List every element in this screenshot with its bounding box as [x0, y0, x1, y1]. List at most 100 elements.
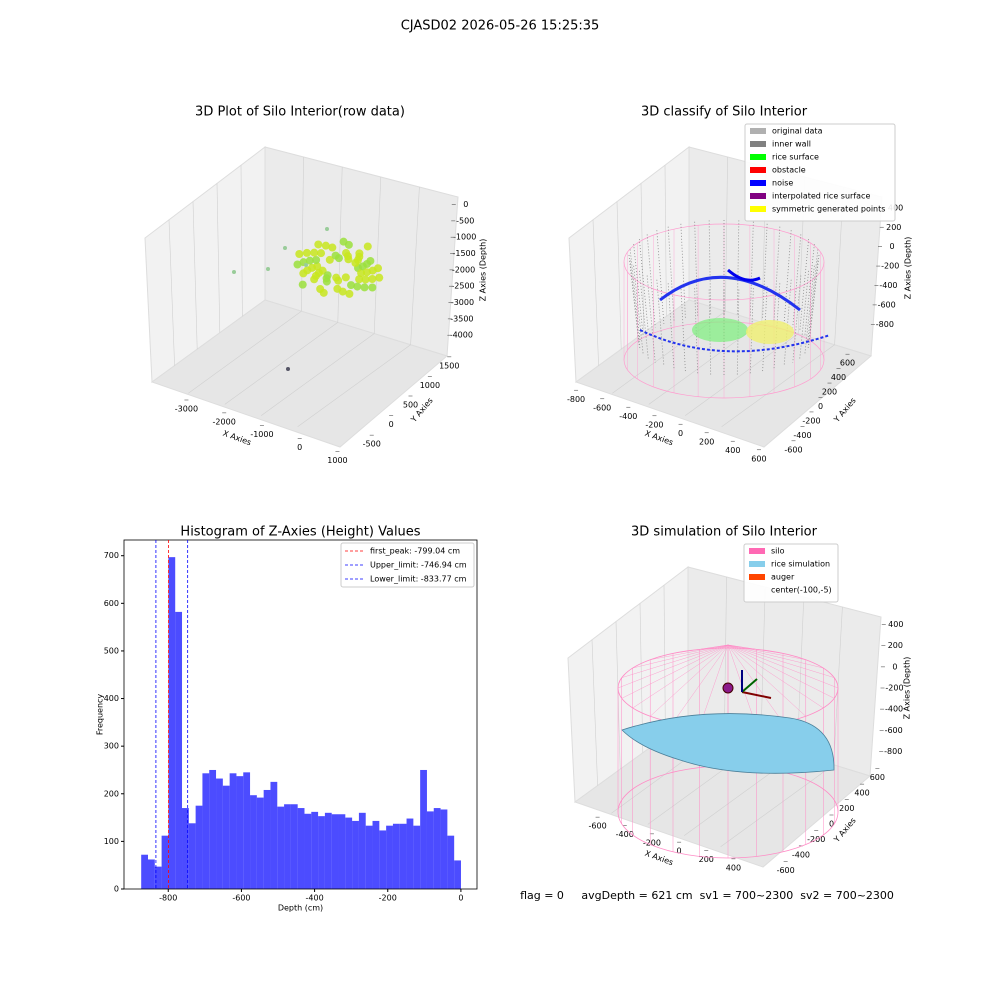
- wall-points: [762, 223, 768, 319]
- wall-points: [656, 230, 665, 324]
- histogram-bar: [154, 866, 162, 889]
- y-tick-label: 300: [104, 742, 119, 751]
- z-tick-label: -800: [876, 320, 894, 329]
- legend-box: [340, 542, 475, 588]
- legend-label: obstacle: [772, 166, 806, 175]
- histogram-bar: [386, 825, 393, 889]
- point-cloud: [339, 237, 348, 246]
- y-tick-label: 600: [870, 773, 885, 782]
- histogram-bar: [365, 825, 373, 889]
- histogram-bar: [263, 789, 271, 889]
- silo-spoke: [727, 644, 806, 660]
- point-cloud: [368, 283, 377, 292]
- y-tick-label: -600: [777, 866, 795, 875]
- point-cloud: [368, 274, 377, 283]
- z-tick-label: 0: [463, 200, 468, 209]
- status-text: flag = 0 avgDepth = 621 cm sv1 = 700~230…: [520, 889, 894, 902]
- z-tick-label: 400: [888, 203, 903, 212]
- point-cloud: [310, 248, 319, 257]
- legend-swatch: [750, 154, 766, 160]
- x-tick-label: -400: [306, 894, 324, 903]
- z-tick-label: 200: [888, 641, 903, 650]
- wall-points: [680, 286, 686, 372]
- pane-grid: [616, 201, 622, 350]
- z-tick-label: -400: [885, 705, 903, 714]
- legend-label: inner wall: [772, 140, 811, 149]
- x-axis-label: Depth (cm): [278, 904, 323, 913]
- axis-arrow: [741, 691, 772, 699]
- y-tick-label: 400: [854, 789, 869, 798]
- point-cloud: [312, 255, 321, 264]
- y-tick-label: 600: [840, 359, 855, 368]
- pane-grid: [240, 165, 243, 317]
- legend-label: symmetric generated points: [772, 205, 885, 214]
- point-cloud: [338, 287, 347, 296]
- wall-points: [799, 239, 810, 332]
- histogram-bar: [447, 835, 455, 889]
- point-cloud: [345, 289, 354, 298]
- x-tick-label: 0: [458, 894, 463, 903]
- point-cloud: [355, 249, 364, 258]
- y-tick-label: 200: [822, 388, 837, 397]
- legend-label: silo: [771, 547, 785, 556]
- legend-swatch: [750, 167, 766, 173]
- z-tick-label: -200: [885, 684, 903, 693]
- point-cloud: [363, 242, 372, 251]
- point-cloud: [342, 248, 351, 257]
- y-tick-label: -500: [363, 440, 381, 449]
- pane-grid: [721, 344, 835, 428]
- wall-points: [749, 221, 754, 317]
- z-tick-label: -600: [885, 726, 903, 735]
- legend-label: rice simulation: [771, 560, 830, 569]
- subplot-title: Histogram of Z-Axies (Height) Values: [180, 525, 420, 540]
- histogram-bar: [195, 805, 203, 889]
- histogram-bar: [352, 820, 359, 889]
- wall-points: [629, 249, 641, 341]
- wall-points: [694, 221, 699, 317]
- histogram-bar: [236, 776, 244, 889]
- pane-grid: [720, 764, 834, 848]
- wall-points: [667, 226, 675, 321]
- x-tick-label: -600: [593, 403, 611, 412]
- legend-label: rice surface: [772, 153, 819, 162]
- histogram-bar: [277, 806, 285, 889]
- pane-floor: [150, 299, 449, 448]
- noise-arc: [727, 268, 761, 282]
- silo-spoke: [699, 644, 729, 727]
- x-tick-label: 0: [678, 429, 683, 438]
- y-tick-label: 500: [104, 646, 119, 655]
- histogram-bar: [358, 812, 366, 889]
- outlier: [283, 246, 287, 250]
- x-tick-label: 0: [297, 443, 302, 452]
- outlier: [304, 263, 308, 267]
- histogram-bar: [318, 816, 325, 889]
- outlier: [232, 270, 236, 274]
- z-tick-label: -600: [878, 300, 896, 309]
- wall-points: [792, 234, 802, 328]
- pane-grid: [724, 576, 727, 732]
- pane-grid: [216, 183, 221, 333]
- z-axis-label: Z Axies (Depth): [479, 239, 488, 302]
- histogram-bar: [399, 823, 407, 889]
- histogram-bar: [161, 835, 169, 889]
- silo-spoke: [621, 644, 729, 699]
- x-tick-label: 400: [725, 446, 740, 455]
- legend-box: [744, 123, 896, 222]
- y-tick-label: 100: [104, 837, 119, 846]
- silo-spoke: [727, 644, 806, 717]
- silo-spoke: [727, 644, 835, 699]
- wall-points: [646, 275, 656, 363]
- outlier: [325, 227, 329, 231]
- pane-floor: [574, 299, 873, 448]
- histogram-bar: [209, 769, 217, 889]
- point-cloud: [360, 283, 369, 292]
- wall-points: [680, 223, 686, 319]
- legend-swatch: [750, 180, 766, 186]
- wall-points: [773, 226, 781, 321]
- point-cloud: [321, 241, 330, 250]
- plot-frame: [123, 539, 478, 890]
- histogram-bar: [250, 795, 257, 889]
- legend-label: first_peak: -799.04 cm: [370, 547, 460, 556]
- x-tick-label: 0: [677, 847, 682, 856]
